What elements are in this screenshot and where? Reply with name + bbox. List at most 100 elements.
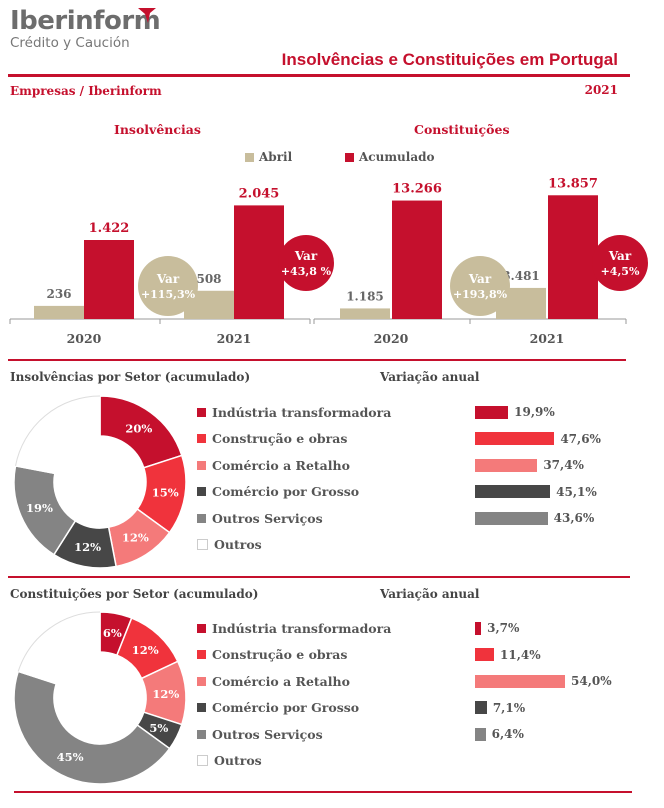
donut-slice-label: 12% [152, 687, 179, 701]
donut-slice-outline [15, 395, 101, 466]
insolv-donut-chart: 20% 15% 12% 12% 19% [13, 395, 187, 569]
legend-item: Comércio por Grosso [197, 700, 391, 716]
variation-row: 54,0% [475, 673, 655, 689]
variation-row: 37,4% [475, 457, 655, 473]
legend-label: Outros Serviços [212, 510, 323, 526]
legend-label: Outros Serviços [212, 726, 323, 742]
variation-bar [475, 458, 538, 472]
variation-bar [475, 727, 486, 741]
donut-slice-label: 20% [125, 422, 152, 436]
x-tick-label: 2020 [374, 331, 409, 346]
variation-row: 47,6% [475, 431, 655, 447]
variation-row: 6,4% [475, 726, 655, 742]
bar-acumulado [392, 200, 442, 319]
legend-swatch [197, 703, 206, 712]
legend-item: Comércio a Retalho [197, 673, 391, 689]
var-bubble-abril [138, 256, 198, 316]
legend-swatch [197, 539, 208, 550]
donut-slice-label: 12% [74, 540, 101, 554]
legend-label: Comércio por Grosso [212, 484, 360, 499]
donut-slice [13, 670, 171, 785]
legend-swatch [197, 434, 206, 443]
legend-swatch [197, 729, 206, 739]
variation-row: 45,1% [475, 484, 655, 500]
legend-swatch [197, 460, 206, 470]
legend-item: Comércio a Retalho [197, 457, 391, 473]
var-bubble-abril-label: Var [156, 272, 180, 286]
variation-row: 19,9% [475, 404, 655, 420]
legend-label: Indústria transformadora [212, 404, 392, 420]
legend-swatch [197, 755, 208, 766]
bar-acumulado-label: 13.266 [392, 182, 442, 197]
variation-label: 45,1% [556, 484, 597, 499]
insolv-sector-title: Insolvências por Setor (acumulado) [10, 370, 251, 384]
donut-slice-label: 6% [103, 626, 122, 640]
legend-acumulado-label: Acumulado [359, 150, 435, 164]
legend-acumulado: Acumulado [345, 150, 435, 164]
var-bubble-acumulado [592, 235, 648, 291]
section-divider-2 [8, 576, 630, 578]
legend-item: Construção e obras [197, 647, 391, 663]
variation-label: 47,6% [560, 431, 601, 446]
legend-swatch [197, 487, 206, 496]
legend-swatch [197, 650, 206, 659]
variation-label: 19,9% [514, 405, 555, 419]
var-bubble-abril [450, 256, 510, 316]
legend-label: Comércio por Grosso [212, 700, 360, 715]
bar-abril-label: 1.185 [346, 289, 384, 303]
variation-bar [475, 511, 548, 525]
footer-divider [14, 791, 632, 793]
bar-abril [34, 305, 84, 319]
bar-acumulado [234, 205, 284, 319]
donut-slice-label: 5% [149, 721, 168, 735]
legend-swatch [197, 407, 206, 417]
variation-row: 11,4% [475, 647, 655, 663]
legend-swatch [197, 623, 206, 633]
variation-label: 54,0% [571, 674, 612, 688]
variation-bar [475, 485, 551, 498]
variation-row: 7,1% [475, 700, 655, 716]
legend-item: Outros Serviços [197, 510, 391, 526]
insolv-variation-title: Variação anual [380, 370, 480, 384]
page-year: 2021 [584, 83, 618, 97]
donut-slice-label: 15% [152, 485, 179, 499]
variation-label: 43,6% [553, 511, 595, 525]
const-donut-chart: 6% 12% 12% 5% 45% [13, 611, 187, 785]
bar-acumulado-label: 1.422 [89, 221, 130, 236]
variation-bar [475, 648, 494, 661]
var-bubble-abril-value: +193,8% [453, 288, 508, 301]
var-bubble-acumulado-label: Var [608, 249, 632, 263]
chart-title-constituicoes: Constituições [414, 122, 510, 137]
var-bubble-abril-label: Var [468, 272, 492, 286]
legend-item: Outros Serviços [197, 726, 391, 742]
legend-label: Comércio a Retalho [212, 673, 350, 689]
bar-acumulado [548, 195, 598, 319]
variation-bar [475, 674, 565, 688]
legend-abril-label: Abril [259, 150, 293, 164]
donut-slice-label: 19% [26, 501, 53, 515]
bar-abril-label: 236 [46, 287, 71, 301]
legend-item: Construção e obras [197, 431, 391, 447]
logo-swoosh-icon [138, 8, 156, 23]
legend-abril-swatch [245, 152, 254, 162]
donut-slice-label: 45% [57, 750, 84, 764]
const-sector-legend: Indústria transformadora Construção e obr… [197, 620, 391, 779]
legend-item: Outros [197, 753, 391, 769]
bar-acumulado-label: 13.857 [548, 176, 598, 191]
bar-abril-label: 508 [196, 272, 221, 286]
x-tick-label: 2020 [67, 331, 102, 346]
legend-abril: Abril [245, 150, 292, 164]
bar-acumulado-label: 2.045 [239, 186, 280, 201]
variation-bar [475, 432, 555, 445]
logo-name: Iberinform [10, 6, 161, 36]
page-subtitle: Empresas / Iberinform [10, 84, 162, 98]
donut-slice-label: 12% [132, 643, 159, 657]
variation-bar [475, 701, 487, 714]
section-divider-1 [8, 359, 626, 361]
donut-slice-outline [17, 611, 101, 672]
const-variation-bars: 3,7% 11,4% 54,0% 7,1% 6,4% [475, 620, 655, 753]
legend-label: Outros [214, 537, 262, 552]
legend-swatch [197, 676, 206, 686]
legend-item: Indústria transformadora [197, 620, 391, 636]
chart-title-insolvencias: Insolvências [114, 122, 201, 137]
